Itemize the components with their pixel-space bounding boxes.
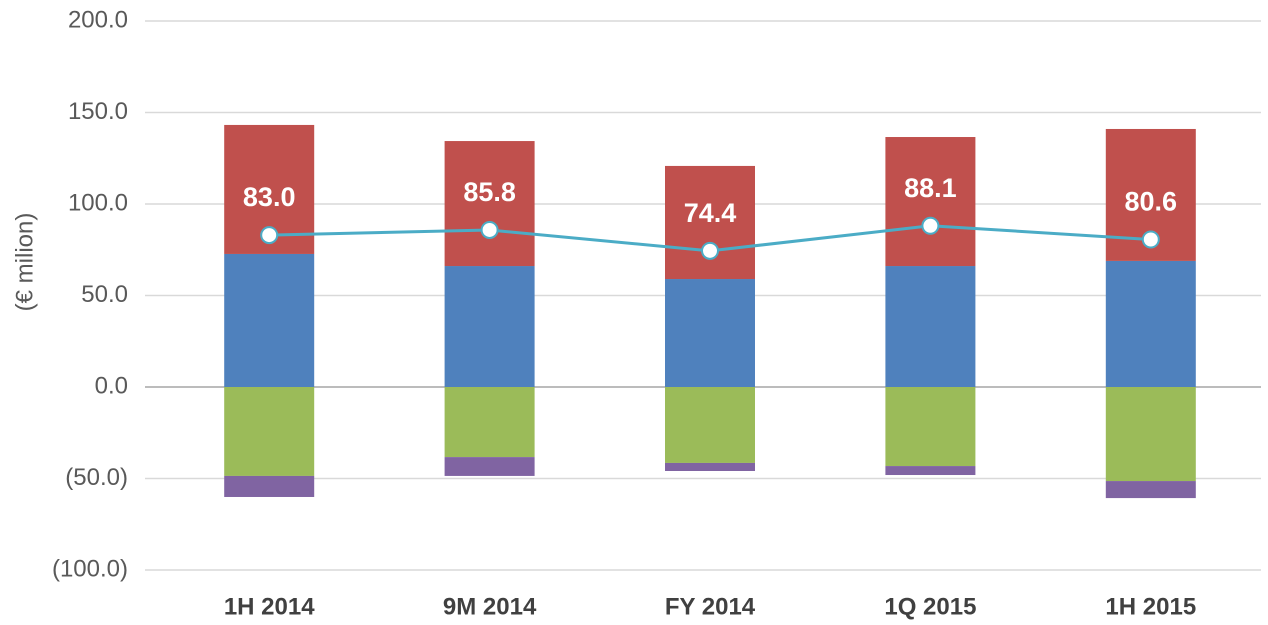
bar-segment [444,387,535,458]
data-label: 74.4 [684,198,737,228]
data-label: 83.0 [243,182,296,212]
bar-segment [224,253,315,387]
x-tick-label: 1Q 2015 [884,593,976,620]
bar-segment [1105,387,1196,482]
bar-segment [444,457,535,476]
line-point [1141,230,1160,249]
x-tick-label: 1H 2014 [224,593,315,620]
bar-segment [1105,481,1196,499]
bar-segment [224,475,315,497]
bar-segment [665,165,755,280]
bar-segment [224,387,315,476]
bar-segment [885,137,976,267]
bar-segment [1105,260,1196,387]
x-tick-label: 1H 2015 [1105,593,1196,620]
y-tick-label: (50.0) [65,464,128,491]
y-tick-label: 0.0 [95,372,128,399]
y-tick-label: 50.0 [81,281,128,308]
line-point [701,241,719,260]
x-tick-label: 9M 2014 [443,593,537,620]
data-label: 85.8 [463,177,516,207]
y-tick-label: 200.0 [68,6,128,33]
y-tick-label: (100.0) [52,555,128,582]
line-point [480,220,499,239]
bar-segment [444,141,535,267]
bar-segment [885,387,976,467]
line-point [921,216,940,235]
y-tick-label: 150.0 [68,98,128,125]
line-point [260,226,279,245]
x-tick-label: FY 2014 [665,593,756,620]
bar-segment [665,279,755,387]
bar-segment [885,466,976,476]
bar-segment [444,266,535,387]
bar-segment [665,387,755,463]
y-tick-label: 100.0 [68,189,128,216]
y-axis-label: (€ milion) [11,213,38,312]
bar-segment [665,462,755,471]
data-label: 80.6 [1125,187,1178,217]
data-label: 88.1 [904,173,957,203]
bar-segment [885,266,976,387]
